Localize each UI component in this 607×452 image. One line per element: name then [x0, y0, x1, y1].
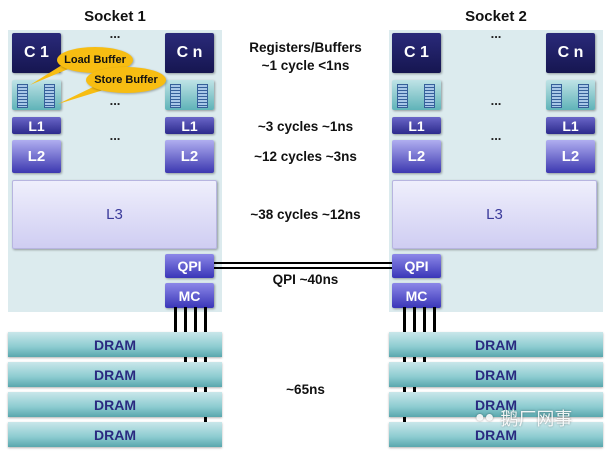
watermark-text: 鹅厂网事 [500, 409, 573, 429]
ellipsis: ... [490, 128, 502, 143]
l1-cache-c1: L1 [12, 117, 61, 134]
dram-module: DRAM [8, 392, 222, 417]
dram-module: DRAM [389, 362, 603, 387]
core-c1: C 1 [12, 33, 61, 73]
buffers-cn [546, 80, 595, 110]
l2-cache-c1: L2 [12, 140, 61, 173]
dram-module: DRAM [8, 422, 222, 447]
buffers-cn [165, 80, 214, 110]
ellipsis: ... [490, 26, 502, 41]
socket-1-title: Socket 1 [84, 8, 146, 25]
latency-l3: ~38 cycles ~12ns [250, 207, 361, 222]
ellipsis: ... [109, 93, 121, 108]
l1-cache-cn: L1 [165, 117, 214, 134]
core-c1: C 1 [392, 33, 441, 73]
qpi-block: QPI [392, 254, 441, 278]
dram-module: DRAM [389, 392, 603, 417]
dram-module: DRAM [389, 422, 603, 447]
core-cn: C n [165, 33, 214, 73]
l2-cache-cn: L2 [546, 140, 595, 173]
socket-2: C 1 C n ... ... L1 L1 ... L2 L2 L3 QPI M… [389, 26, 603, 312]
ellipsis: ... [109, 26, 121, 41]
memory-controller: MC [392, 283, 441, 308]
memory-controller: MC [165, 283, 214, 308]
dram-module: DRAM [8, 362, 222, 387]
l2-cache-c1: L2 [392, 140, 441, 173]
core-cn: C n [546, 33, 595, 73]
memory-bus [174, 307, 177, 339]
latency-l1: ~3 cycles ~1ns [257, 119, 354, 134]
watermark: ●● 鹅厂网事 [475, 405, 572, 431]
l1-cache-cn: L1 [546, 117, 595, 134]
ellipsis: ... [490, 93, 502, 108]
qpi-block: QPI [165, 254, 214, 278]
latency-dram: ~65ns [286, 382, 325, 397]
latency-qpi: QPI ~40ns [272, 272, 339, 287]
latency-l2: ~12 cycles ~3ns [254, 149, 357, 164]
l1-cache-c1: L1 [392, 117, 441, 134]
buffers-c1 [12, 80, 61, 110]
latency-registers-title: Registers/Buffers [249, 40, 362, 55]
l2-cache-cn: L2 [165, 140, 214, 173]
dram-module: DRAM [8, 332, 222, 357]
store-buffer-callout: Store Buffer [86, 67, 166, 93]
buffers-c1 [392, 80, 441, 110]
l3-cache: L3 [392, 180, 597, 249]
ellipsis: ... [109, 128, 121, 143]
l3-cache: L3 [12, 180, 217, 249]
dram-module: DRAM [389, 332, 603, 357]
wechat-icon: ●● [475, 409, 495, 426]
socket-2-title: Socket 2 [465, 8, 527, 25]
memory-bus [433, 307, 436, 339]
latency-registers: ~1 cycle <1ns [261, 58, 350, 73]
